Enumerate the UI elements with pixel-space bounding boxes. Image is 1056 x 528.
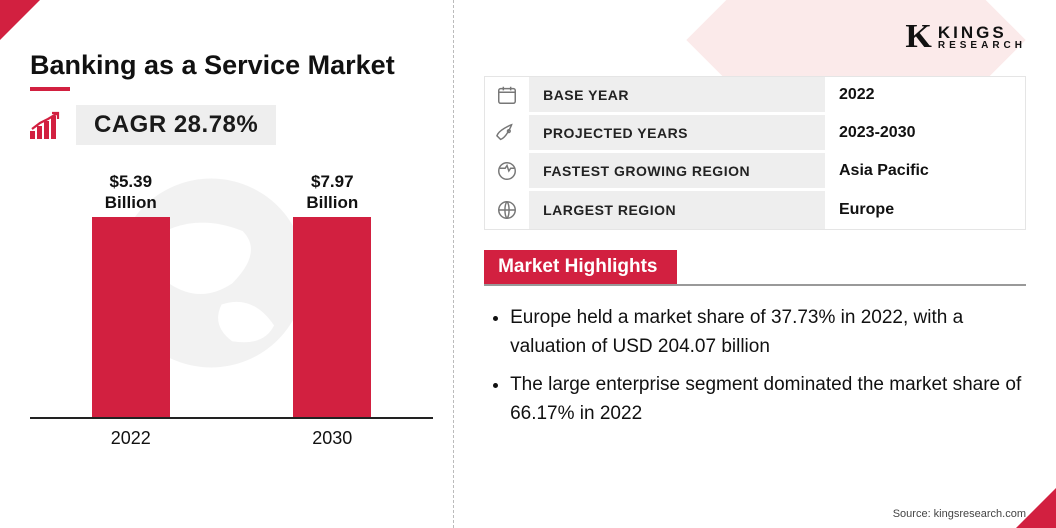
info-value: 2022	[825, 77, 1025, 112]
info-value: Asia Pacific	[825, 153, 1025, 188]
cagr-value-box: CAGR 28.78%	[76, 105, 276, 145]
logo-line1: KINGS	[938, 24, 1026, 41]
bar-2022: $5.39 Billion	[71, 172, 191, 417]
highlight-item: The large enterprise segment dominated t…	[510, 371, 1026, 428]
info-row-base-year: BASE YEAR 2022	[485, 77, 1025, 115]
bar-2022-label: $5.39 Billion	[105, 172, 157, 213]
rocket-icon	[485, 115, 529, 150]
left-panel: Banking as a Service Market CAGR 28.78%	[0, 0, 454, 528]
highlights-underline	[484, 284, 1026, 286]
bar-2030: $7.97 Billion	[272, 172, 392, 417]
logo-line2: RESEARCH	[938, 41, 1026, 51]
title-underline	[30, 87, 70, 91]
highlights-tab: Market Highlights	[484, 250, 677, 284]
info-label: PROJECTED YEARS	[529, 115, 825, 150]
bar-2030-rect	[293, 217, 371, 417]
x-axis-labels: 2022 2030	[30, 428, 433, 449]
page-title: Banking as a Service Market	[30, 50, 433, 81]
x-label-2030: 2030	[272, 428, 392, 449]
bar-chart: $5.39 Billion $7.97 Billion 2022 2030	[30, 153, 433, 453]
highlights-list: Europe held a market share of 37.73% in …	[484, 304, 1026, 428]
growth-chart-icon	[30, 111, 64, 139]
source-credit: Source: kingsresearch.com	[893, 508, 1026, 520]
highlights-header: Market Highlights	[484, 250, 1026, 286]
info-row-projected-years: PROJECTED YEARS 2023-2030	[485, 115, 1025, 153]
info-label: FASTEST GROWING REGION	[529, 153, 825, 188]
calendar-icon	[485, 77, 529, 112]
bars-container: $5.39 Billion $7.97 Billion	[30, 179, 433, 419]
info-value: Europe	[825, 191, 1025, 229]
bar-2022-rect	[92, 217, 170, 417]
region-icon	[485, 153, 529, 188]
info-value: 2023-2030	[825, 115, 1025, 150]
globe-icon	[485, 191, 529, 229]
info-row-largest-region: LARGEST REGION Europe	[485, 191, 1025, 229]
info-label: LARGEST REGION	[529, 191, 825, 229]
logo-mark: K	[905, 18, 931, 56]
info-label: BASE YEAR	[529, 77, 825, 112]
bar-2030-label: $7.97 Billion	[306, 172, 358, 213]
info-table: BASE YEAR 2022 PROJECTED YEARS 2023-2030	[484, 76, 1026, 230]
right-panel: K KINGS RESEARCH BASE YEAR 2022	[454, 0, 1056, 528]
info-row-fastest-region: FASTEST GROWING REGION Asia Pacific	[485, 153, 1025, 191]
brand-logo: K KINGS RESEARCH	[905, 18, 1026, 56]
cagr-row: CAGR 28.78%	[30, 105, 433, 145]
x-label-2022: 2022	[71, 428, 191, 449]
highlight-item: Europe held a market share of 37.73% in …	[510, 304, 1026, 361]
